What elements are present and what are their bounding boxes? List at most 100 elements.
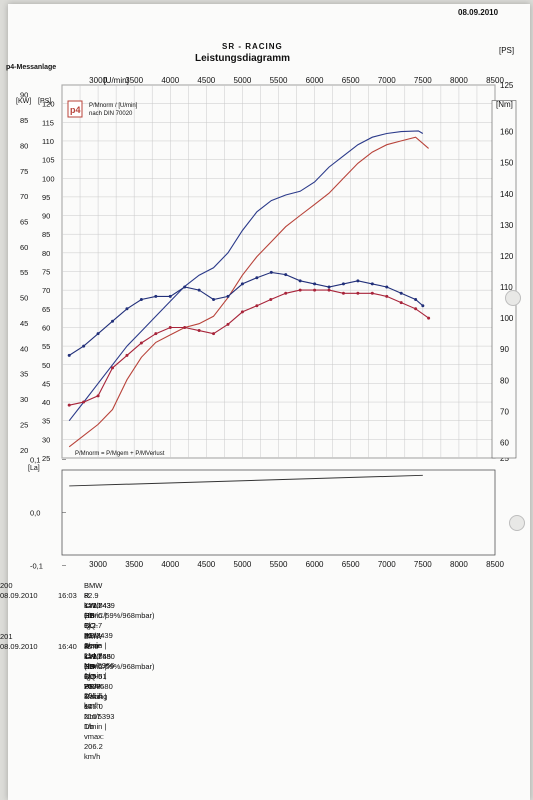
run-model: BMW R 1200 GS Bj. 2008: [84, 632, 103, 691]
left-ps-tick-label: 75: [42, 268, 50, 277]
left-kw-tick-label: 85: [20, 116, 28, 125]
torque-point: [385, 294, 389, 298]
bottom-rpm-tick-label: 3500: [125, 560, 143, 569]
bottom-rpm-tick-label: 4500: [197, 560, 215, 569]
torque-point: [125, 353, 129, 357]
formula-label: P/Mnorm = P/Mgem + P/MVerlust: [75, 451, 165, 457]
right-ps-axis-label: [PS]: [499, 46, 514, 55]
run-id: 200: [0, 581, 13, 590]
top-rpm-tick-label: 7000: [378, 76, 396, 85]
punch-hole: [509, 515, 525, 531]
left-ps-tick-label: 100: [42, 174, 55, 183]
lambda-tick-label: 0,1: [30, 455, 40, 464]
left-ps-tick-label: 70: [42, 286, 50, 295]
right-nm-tick-label: 80: [500, 376, 509, 385]
left-ps-tick-label: 60: [42, 323, 50, 332]
left-ps-tick-label: 95: [42, 193, 50, 202]
run-time: 16:03: [58, 591, 77, 600]
bottom-rpm-tick-label: 4000: [161, 560, 179, 569]
lambda-frame: [61, 469, 496, 556]
torque-point: [399, 291, 403, 295]
left-kw-axis-label: [KW]: [16, 98, 31, 105]
legend-logo: p4: [70, 105, 81, 115]
left-kw-tick-label: 30: [20, 395, 28, 404]
bottom-rpm-tick-label: 6000: [306, 560, 324, 569]
left-ps-tick-label: 40: [42, 398, 50, 407]
left-ps-tick-label: 55: [42, 342, 50, 351]
bottom-rpm-tick-label: 8500: [486, 560, 504, 569]
torque-point: [226, 322, 230, 326]
top-rpm-tick-label: 8000: [450, 76, 468, 85]
torque-point: [313, 288, 317, 292]
torque-point: [414, 297, 418, 301]
top-rpm-tick-label: 3000: [89, 76, 107, 85]
bottom-rpm-tick-label: 6500: [342, 560, 360, 569]
torque-point: [298, 288, 302, 292]
left-ps-tick-label: 80: [42, 249, 50, 258]
right-nm-tick-label: 150: [500, 159, 514, 168]
run-description: HB-QQ-51 Serie: [84, 611, 102, 650]
run-date: 08.09.2010: [0, 591, 38, 600]
torque-point: [399, 301, 403, 305]
power-curve-1: [68, 136, 429, 448]
torque-point: [284, 291, 288, 295]
header-date: 08.09.2010: [458, 8, 499, 17]
run-conditions: k=1,045 (19°C/59%/968mbar): [84, 652, 155, 671]
right-nm-tick-label: 70: [500, 407, 509, 416]
left-ps-tick-label: 35: [42, 417, 50, 426]
bottom-rpm-tick-label: 7000: [378, 560, 396, 569]
lambda-tick-label: -0,1: [30, 562, 43, 571]
torque-point: [154, 332, 158, 336]
left-kw-tick-label: 65: [20, 218, 28, 227]
left-ps-tick-label: 120: [42, 100, 55, 109]
right-nm-tick-label: 120: [500, 252, 514, 261]
top-rpm-tick-label: 6000: [306, 76, 324, 85]
nm-axis-box: [491, 100, 517, 459]
torque-point: [111, 319, 115, 323]
run-model: BMW R 1200 GS Bj. 2008: [84, 581, 103, 640]
top-rpm-tick-label: 7500: [414, 76, 432, 85]
left-kw-tick-label: 80: [20, 141, 28, 150]
left-kw-tick-label: 90: [20, 91, 28, 100]
torque-point: [139, 341, 143, 345]
top-rpm-tick-label: 3500: [125, 76, 143, 85]
power-curve-0: [68, 130, 424, 422]
torque-point: [111, 366, 115, 370]
torque-point: [197, 288, 201, 292]
torque-point: [168, 325, 172, 329]
top-rpm-axis-label: [U/min]: [103, 76, 128, 85]
run-id: 201: [0, 632, 13, 641]
left-ps-tick-label: 30: [42, 435, 50, 444]
torque-point: [327, 285, 331, 289]
torque-point: [168, 294, 172, 298]
top-rpm-tick-label: 8500: [486, 76, 504, 85]
right-ps-tick-label: 125: [500, 81, 514, 90]
run-date: 08.09.2010: [0, 642, 38, 651]
torque-point: [356, 291, 360, 295]
left-kw-tick-label: 45: [20, 319, 28, 328]
left-ps-tick-label: 90: [42, 212, 50, 221]
top-rpm-tick-label: 6500: [342, 76, 360, 85]
torque-point: [284, 273, 288, 277]
right-nm-tick-label: 100: [500, 314, 514, 323]
torque-point: [96, 332, 100, 336]
top-rpm-tick-label: 5500: [270, 76, 288, 85]
torque-curve-3: [69, 289, 429, 406]
left-ps-tick-label: 25: [42, 454, 50, 463]
left-ps-tick-label: 85: [42, 230, 50, 239]
left-kw-tick-label: 60: [20, 243, 28, 252]
torque-point: [269, 270, 273, 274]
torque-point: [125, 307, 129, 311]
right-nm-tick-label: 160: [500, 128, 514, 137]
torque-point: [183, 285, 187, 289]
torque-point: [212, 332, 216, 336]
bottom-rpm-tick-label: 7500: [414, 560, 432, 569]
torque-point: [226, 294, 230, 298]
torque-point: [269, 297, 273, 301]
torque-point: [183, 325, 187, 329]
machine-name: p4-Messanlage: [6, 64, 57, 71]
run-measurement: 85.0 KW/7580 1/min | 115.6 PS/7580 1/min…: [84, 642, 115, 761]
torque-point: [82, 400, 86, 404]
left-ps-tick-label: 45: [42, 379, 50, 388]
torque-point: [341, 282, 345, 286]
